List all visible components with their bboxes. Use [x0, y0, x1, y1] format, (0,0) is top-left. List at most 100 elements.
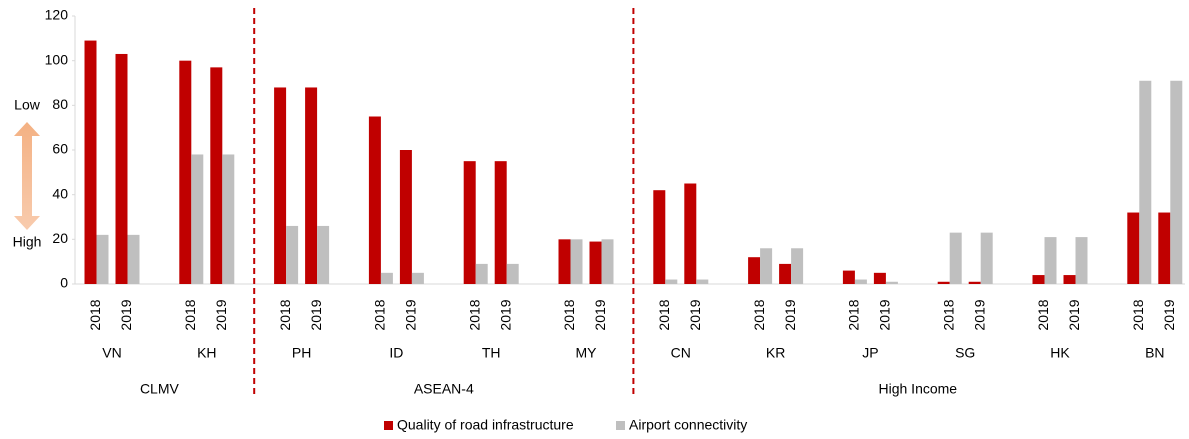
bar: [115, 53, 128, 284]
bar: [463, 161, 476, 284]
bar: [696, 279, 709, 284]
bar: [1127, 212, 1140, 284]
x-tick-label: 2018: [372, 299, 388, 330]
x-tick-label: 2019: [497, 299, 513, 330]
country-label: SG: [955, 345, 975, 361]
bar: [854, 279, 867, 284]
x-tick-label: 2018: [1130, 299, 1146, 330]
x-tick-label: 2019: [403, 299, 419, 330]
x-tick-label: 2018: [466, 299, 482, 330]
group-label: High Income: [879, 381, 958, 397]
bar: [317, 225, 330, 284]
x-tick-label: 2018: [561, 299, 577, 330]
bar: [589, 241, 602, 284]
bar: [380, 272, 393, 284]
bar: [191, 154, 204, 284]
bar: [305, 87, 318, 284]
legend-swatch: [384, 421, 393, 430]
country-label: CN: [671, 345, 691, 361]
bar: [1032, 275, 1045, 284]
bar: [558, 239, 571, 284]
y-tick-label: 80: [52, 96, 68, 112]
bar: [748, 257, 761, 284]
bar: [570, 239, 583, 284]
bar: [684, 183, 697, 284]
x-tick-label: 2018: [1035, 299, 1051, 330]
bar: [222, 154, 235, 284]
x-tick-label: 2019: [1066, 299, 1082, 330]
bar: [653, 190, 666, 284]
x-tick-label: 2019: [592, 299, 608, 330]
legend-swatch: [616, 421, 625, 430]
bar: [494, 161, 507, 284]
bar: [791, 248, 804, 284]
x-tick-label: 2019: [877, 299, 893, 330]
country-label: VN: [102, 345, 121, 361]
group-label: ASEAN-4: [414, 381, 474, 397]
x-tick-label: 2019: [118, 299, 134, 330]
country-label: MY: [576, 345, 598, 361]
y-tick-label: 40: [52, 185, 68, 201]
bar: [937, 281, 950, 284]
bar: [1075, 237, 1088, 284]
bar: [885, 281, 898, 284]
x-tick-label: 2018: [751, 299, 767, 330]
x-tick-label: 2018: [656, 299, 672, 330]
annotation: High: [13, 234, 42, 250]
bar: [1139, 80, 1152, 285]
country-label: HK: [1050, 345, 1070, 361]
bar: [1063, 275, 1076, 284]
y-tick-label: 0: [60, 275, 68, 291]
bar: [665, 279, 678, 284]
country-label: BN: [1145, 345, 1164, 361]
bar: [1044, 237, 1057, 284]
bar: [949, 232, 962, 284]
bar: [127, 234, 140, 284]
x-tick-label: 2018: [846, 299, 862, 330]
x-tick-label: 2019: [782, 299, 798, 330]
country-label: JP: [862, 345, 878, 361]
x-tick-label: 2018: [87, 299, 103, 330]
country-label: PH: [292, 345, 311, 361]
bar: [1170, 80, 1183, 285]
bar: [506, 263, 519, 284]
low-high-arrow: [14, 122, 40, 230]
bar: [286, 225, 299, 284]
bar: [274, 87, 287, 284]
bar: [1158, 212, 1171, 284]
country-label: KR: [766, 345, 785, 361]
x-tick-label: 2019: [213, 299, 229, 330]
bar: [779, 263, 792, 284]
group-label: CLMV: [140, 381, 180, 397]
bar: [368, 116, 381, 284]
bar: [980, 232, 993, 284]
bar: [210, 67, 223, 284]
x-tick-label: 2018: [277, 299, 293, 330]
country-label: ID: [389, 345, 403, 361]
country-label: TH: [482, 345, 501, 361]
y-tick-label: 120: [45, 7, 69, 23]
bar: [96, 234, 109, 284]
bar: [475, 263, 488, 284]
bar: [760, 248, 773, 284]
y-tick-label: 20: [52, 230, 68, 246]
country-label: KH: [197, 345, 216, 361]
y-tick-label: 100: [45, 51, 69, 67]
bar: [411, 272, 424, 284]
bar: [968, 281, 981, 284]
x-tick-label: 2018: [940, 299, 956, 330]
x-tick-label: 2018: [182, 299, 198, 330]
legend-label: Airport connectivity: [629, 417, 747, 433]
y-tick-label: 60: [52, 141, 68, 157]
x-tick-label: 2019: [687, 299, 703, 330]
x-tick-label: 2019: [1161, 299, 1177, 330]
annotation: Low: [14, 97, 41, 113]
bar: [842, 270, 855, 284]
bar: [179, 60, 192, 284]
bar: [873, 272, 886, 284]
x-tick-label: 2019: [308, 299, 324, 330]
legend-label: Quality of road infrastructure: [397, 417, 574, 433]
bar: [84, 40, 97, 284]
bar: [601, 239, 614, 284]
